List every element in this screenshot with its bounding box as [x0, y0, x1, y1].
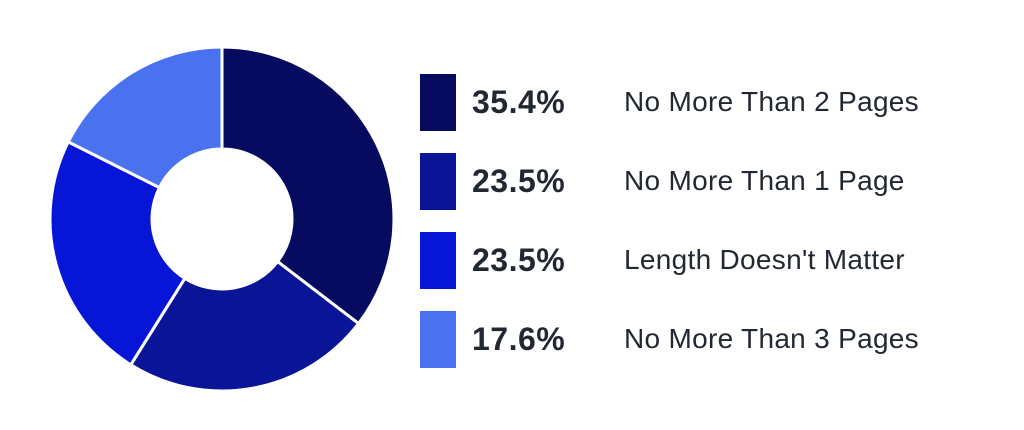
legend-swatch — [420, 232, 456, 289]
legend-item: 23.5% No More Than 1 Page — [420, 153, 1010, 210]
legend-label: No More Than 1 Page — [624, 165, 905, 196]
legend-item: 23.5% Length Doesn't Matter — [420, 232, 1010, 289]
donut-slice-1 — [220, 45, 396, 326]
donut-slice-4 — [66, 45, 224, 190]
legend-label: No More Than 3 Pages — [624, 323, 919, 354]
donut-slice-3 — [48, 139, 187, 367]
legend-swatch — [420, 153, 456, 210]
legend-label: No More Than 2 Pages — [624, 86, 919, 117]
legend: 35.4% No More Than 2 Pages 23.5% No More… — [420, 74, 1010, 390]
legend-label: Length Doesn't Matter — [624, 244, 905, 275]
legend-item: 35.4% No More Than 2 Pages — [420, 74, 1010, 131]
legend-value: 23.5% — [472, 242, 566, 278]
legend-value: 17.6% — [472, 321, 566, 357]
legend-value: 35.4% — [472, 84, 566, 120]
legend-item: 17.6% No More Than 3 Pages — [420, 311, 1010, 368]
legend-swatch — [420, 311, 456, 368]
donut-plot — [48, 45, 396, 393]
legend-value: 23.5% — [472, 163, 566, 199]
donut-slice-2 — [128, 259, 361, 393]
legend-swatch — [420, 74, 456, 131]
